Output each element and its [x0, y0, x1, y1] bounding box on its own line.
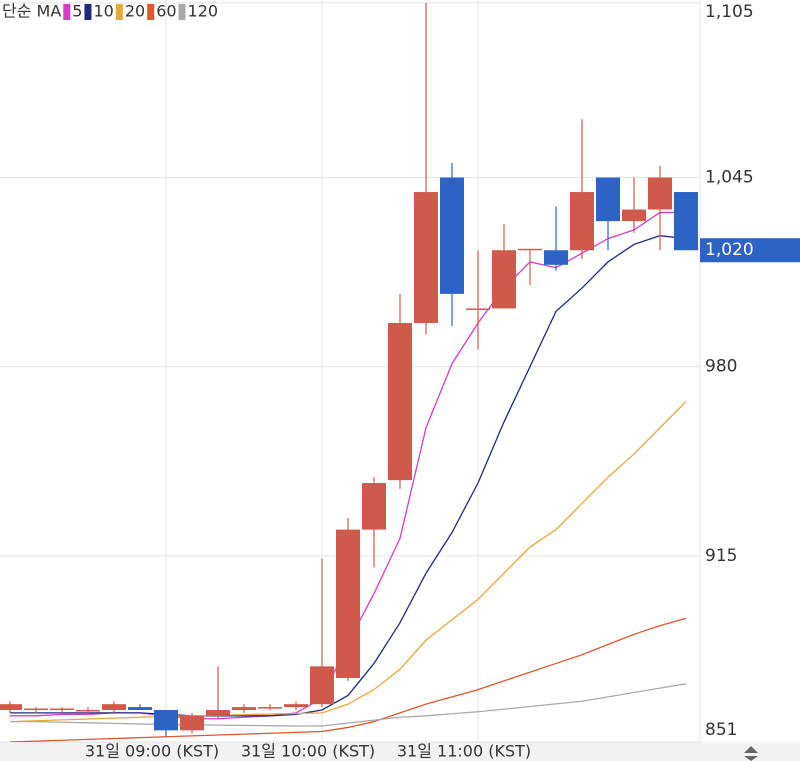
legend-title: 단순 MA [2, 2, 61, 21]
last-price-label: 1,020 [705, 240, 754, 260]
legend-label: 120 [188, 2, 219, 21]
candle-body [206, 709, 230, 716]
ma-line [9, 617, 687, 742]
x-tick-label: 31일 11:00 (KST) [397, 742, 531, 761]
candle-body [466, 308, 490, 310]
y-tick-label: 980 [705, 357, 737, 377]
legend-swatch [115, 4, 123, 20]
legend-swatch [178, 4, 186, 20]
candle-body [648, 177, 672, 210]
ma-line [10, 235, 687, 717]
legend-label: 60 [156, 2, 176, 21]
candles [0, 2, 698, 737]
candle-body [258, 707, 282, 709]
candle-body [76, 709, 100, 712]
legend: 단순 MA 5 10 20 60 120 [2, 2, 218, 21]
candle-body [24, 708, 48, 711]
ma-line [9, 401, 687, 723]
legend-label: 10 [93, 2, 113, 21]
candle-body [544, 250, 568, 265]
grid [0, 0, 700, 743]
candle-body [50, 708, 74, 711]
candle-body [180, 715, 204, 731]
y-tick-label: 1,105 [705, 2, 754, 22]
legend-swatch [84, 4, 92, 20]
candle-body [310, 666, 334, 705]
candle-body [440, 177, 464, 294]
candle-body [622, 209, 646, 222]
x-axis-strip [0, 742, 800, 761]
candle-body [284, 704, 308, 708]
candle-body [0, 704, 22, 710]
candle-body [128, 707, 152, 710]
legend-swatch [63, 4, 71, 20]
last-price-tag [700, 238, 800, 263]
y-tick-label: 1,045 [705, 167, 754, 187]
x-tick-label: 31일 09:00 (KST) [85, 742, 219, 761]
legend-label: 20 [125, 2, 145, 21]
candle-body [388, 322, 412, 481]
candle-body [362, 483, 386, 530]
candle-body [492, 250, 516, 309]
legend-swatch [147, 4, 155, 20]
scroll-icon[interactable] [744, 746, 758, 761]
y-tick-label: 851 [705, 720, 737, 740]
y-tick-label: 915 [705, 546, 737, 566]
candle-body [674, 192, 698, 251]
ma-line [10, 683, 687, 727]
axes: 851 915 980 1,045 1,105 31일 09:00 (KST) 31일 10… [85, 2, 800, 761]
candle-body [154, 709, 178, 731]
candle-body [570, 192, 594, 251]
candle-body [518, 248, 542, 251]
candle-body [336, 529, 360, 678]
x-tick-label: 31일 10:00 (KST) [241, 742, 375, 761]
candle-body [414, 192, 438, 323]
legend-label: 5 [72, 2, 82, 21]
candle-body [596, 177, 620, 222]
candle-body [232, 707, 256, 710]
candle-body [102, 704, 126, 710]
